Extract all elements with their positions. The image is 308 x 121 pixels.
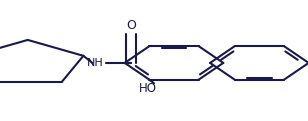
Text: HO: HO	[139, 82, 157, 95]
Text: O: O	[126, 19, 136, 32]
Text: NH: NH	[87, 58, 104, 68]
